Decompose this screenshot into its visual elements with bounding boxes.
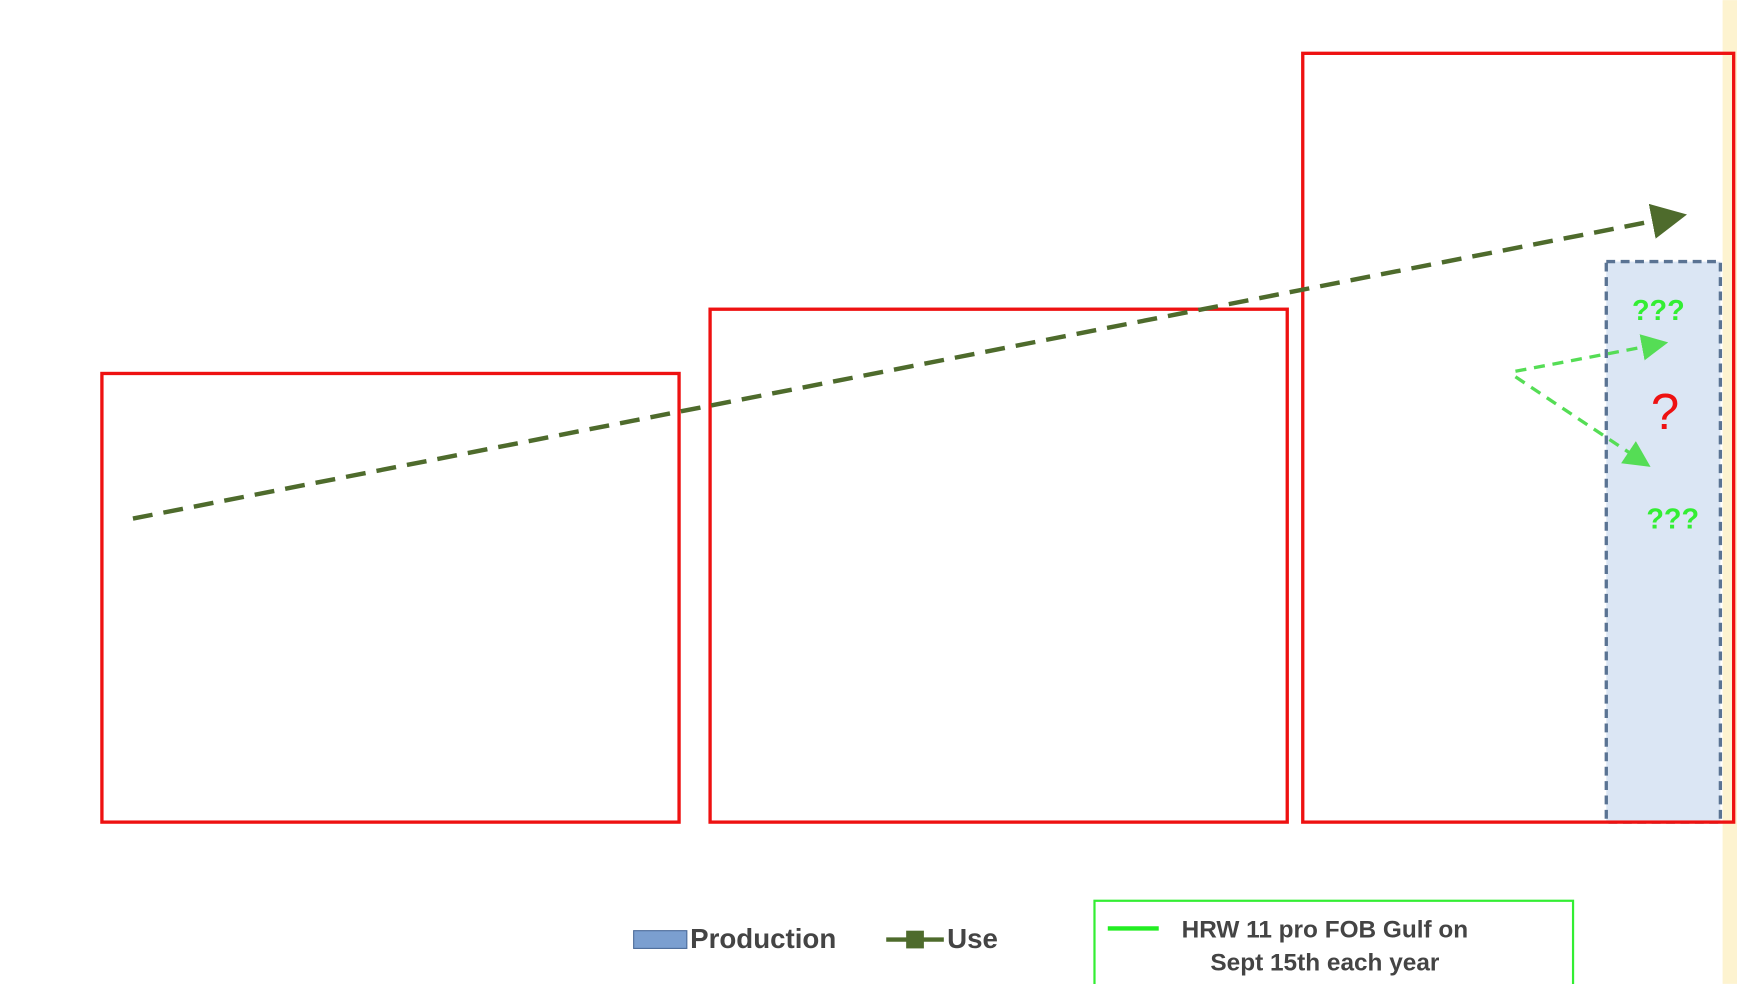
legend-box — [1093, 899, 1575, 984]
annotation: ??? — [1632, 295, 1685, 327]
annotation: ? — [1651, 383, 1679, 440]
legend-label: Use — [947, 923, 998, 954]
red-boxes — [100, 51, 1736, 824]
legend-label: Production — [690, 923, 836, 954]
legend: Production Use HRW 11 pro FOB Gulf on Se… — [633, 899, 1575, 984]
highlight-boxes — [1604, 259, 1723, 824]
red-box — [708, 307, 1289, 824]
forecast-box — [1604, 259, 1723, 824]
red-box — [100, 371, 681, 824]
legend-label: HRW 11 pro FOB Gulf on Sept 15th each ye… — [1181, 915, 1469, 977]
forecast-arrow — [1515, 334, 1669, 373]
legend-label-box: HRW 11 pro FOB Gulf on Sept 15th each ye… — [1181, 915, 1469, 977]
annotation: ??? — [1646, 503, 1699, 535]
red-box — [1301, 51, 1736, 824]
forecast-arrow — [1514, 375, 1651, 467]
legend-swatch — [906, 930, 924, 949]
trend-arrow — [132, 203, 1687, 521]
legend-swatch — [633, 930, 688, 949]
